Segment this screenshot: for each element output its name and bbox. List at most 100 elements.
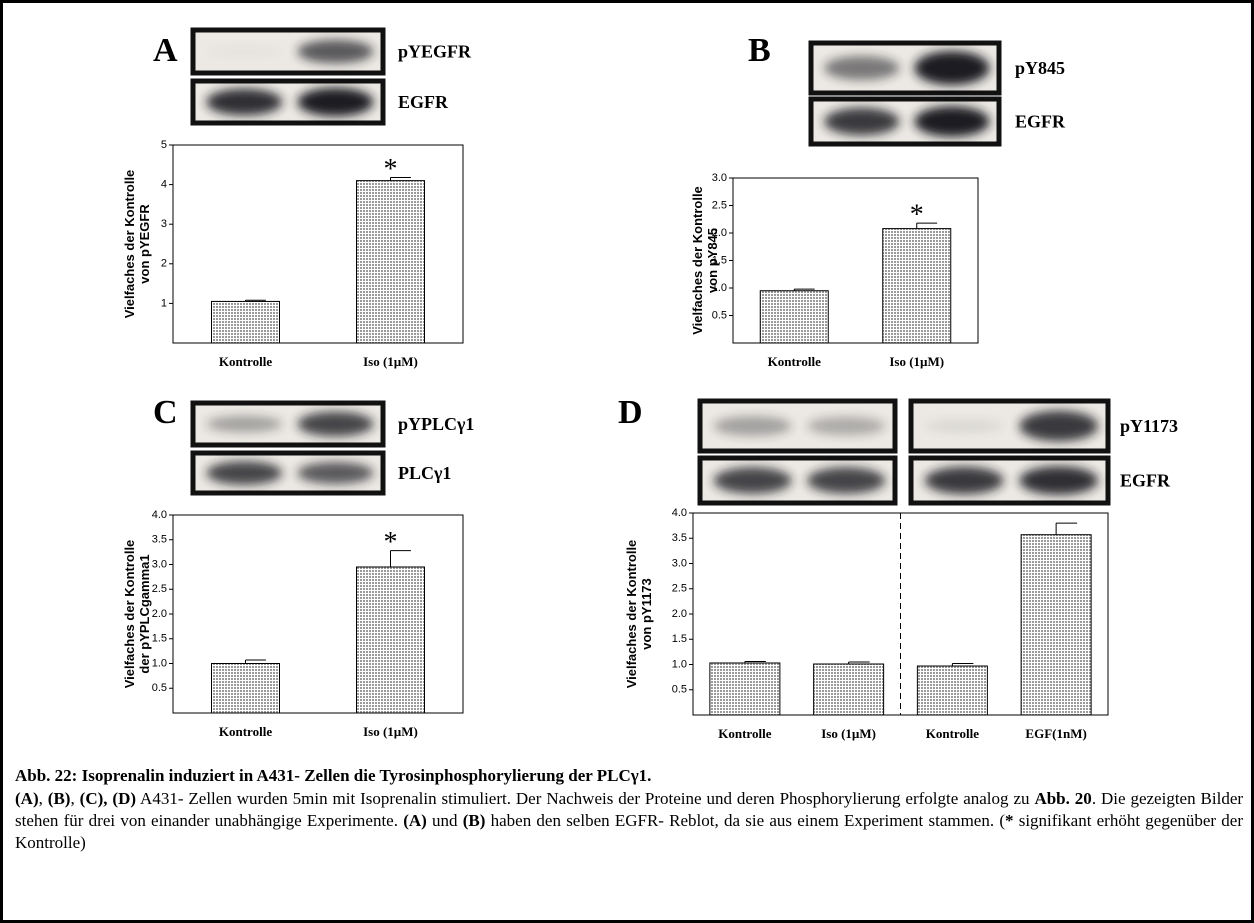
y-tick-label: 3.5 [672,532,687,544]
x-tick-label: Iso (1µM) [363,354,418,369]
caption-run: und [427,811,463,830]
x-tick-label: Kontrolle [219,724,272,739]
y-tick-label: 1.5 [672,633,687,645]
significance-mark: * [910,200,924,231]
figure-page: ApYEGFREGFR12345Vielfaches der Kontrolle… [0,0,1254,923]
y-axis-label: Vielfaches der Kontrolleder pYPLCgamma1 [122,540,152,689]
y-axis-label: Vielfaches der Kontrollevon pY1173 [624,540,654,689]
y-tick-label: 1 [161,297,167,309]
x-tick-label: Kontrolle [718,726,771,741]
blot-band [206,89,282,116]
y-tick-label: 4.0 [152,509,167,521]
blot-label: EGFR [1015,112,1066,132]
caption-body: (A), (B), (C), (D) A431- Zellen wurden 5… [15,788,1243,854]
bar [814,664,884,715]
blot-band [914,106,989,137]
caption-run: (B) [48,789,71,808]
panel-label: A [153,32,178,69]
blot-band [206,461,282,485]
panel-label: B [748,32,771,69]
caption-run: (A) [403,811,427,830]
x-tick-label: Iso (1µM) [363,724,418,739]
bar [212,664,280,714]
bar [1021,535,1091,715]
y-tick-label: 3.0 [672,557,687,569]
blot-label: pY845 [1015,58,1065,78]
x-tick-label: Kontrolle [926,726,979,741]
blot-band [914,51,989,85]
blot-band [298,412,374,437]
x-tick-label: Kontrolle [219,354,272,369]
y-tick-label: 3.5 [152,534,167,546]
y-tick-label: 1.0 [152,657,167,669]
blot-band [714,467,792,494]
error-bar [1056,523,1077,535]
significance-mark: * [384,527,398,558]
y-tick-label: 4.0 [672,507,687,519]
y-tick-label: 1.5 [152,633,167,645]
y-tick-label: 0.5 [672,684,687,696]
bar [917,666,987,715]
blot-band [714,416,792,436]
bar [357,567,425,713]
blot-band [298,88,374,117]
blot-band [824,108,899,136]
blot-label: PLCγ1 [398,463,451,483]
blot-band [206,416,282,433]
bar [710,663,780,715]
caption-run: (C), (D) [80,789,136,808]
y-tick-label: 2.5 [672,583,687,595]
blot-band [298,462,374,484]
blot-label: pYEGFR [398,42,472,62]
blot-label: pY1173 [1120,416,1178,436]
caption-run: Abb. 20 [1034,789,1091,808]
y-axis-label-line: von pY1173 [639,578,654,650]
x-tick-label: Kontrolle [768,354,821,369]
caption-run: A431- Zellen wurden 5min mit Isoprenalin… [136,789,1034,808]
blot-label: pYPLCγ1 [398,414,474,434]
y-axis-label: Vielfaches der Kontrollevon pYEGFR [122,170,152,319]
caption-run: , [70,789,79,808]
blot-band [925,467,1004,495]
x-tick-label: Iso (1µM) [821,726,876,741]
y-axis-label-line: von pY845 [705,228,720,293]
blot-label: EGFR [398,92,449,112]
x-tick-label: EGF(1nM) [1025,726,1086,741]
panel-label: C [153,394,178,431]
x-tick-label: Iso (1µM) [889,354,944,369]
y-tick-label: 0.5 [152,682,167,694]
caption-run: , [39,789,48,808]
blot-band [824,56,899,80]
y-tick-label: 0.5 [712,309,727,321]
y-axis-label-line: Vielfaches der Kontrolle [690,186,705,335]
y-tick-label: 4 [161,179,167,191]
panel-label: D [618,394,643,431]
blot-band [807,417,885,436]
caption-run: (B) [463,811,486,830]
caption-title: Abb. 22: Isoprenalin induziert in A431- … [15,765,1243,787]
y-tick-label: 2.0 [672,608,687,620]
y-axis-label-line: von pYEGFR [137,204,152,284]
blot-band [807,467,885,494]
y-axis-label-line: Vielfaches der Kontrolle [624,540,639,689]
caption-run: (A) [15,789,39,808]
y-tick-label: 2 [161,258,167,270]
blot-band [298,40,374,64]
y-tick-label: 3 [161,218,167,230]
blot-band [1019,466,1098,495]
y-tick-label: 2.5 [712,199,727,211]
blot-band [925,419,1004,433]
y-tick-label: 3.0 [712,172,727,184]
bar [357,181,425,343]
caption: Abb. 22: Isoprenalin induziert in A431- … [15,765,1243,854]
y-axis-label-line: Vielfaches der Kontrolle [122,540,137,689]
blot-band [1019,411,1098,442]
bar [760,291,828,343]
y-axis-label-line: der pYPLCgamma1 [137,554,152,673]
bar [883,229,951,343]
